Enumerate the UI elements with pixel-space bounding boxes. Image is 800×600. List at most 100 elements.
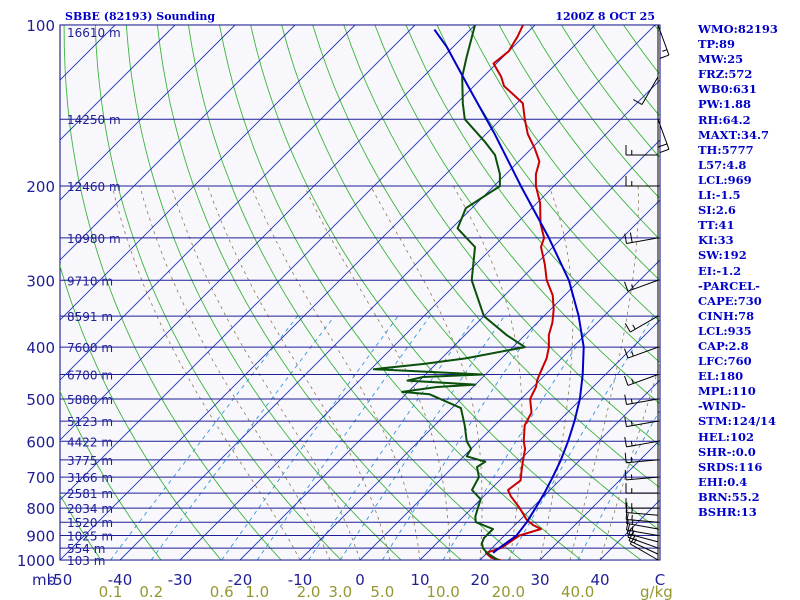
index-line: SI:2.6	[698, 203, 736, 218]
isotherm	[539, 439, 660, 560]
index-line: WMO:82193	[698, 22, 778, 36]
index-line: CAPE:730	[698, 293, 762, 308]
barb-shaft	[626, 237, 659, 244]
wind-barb	[625, 520, 659, 537]
index-line: FRZ:572	[698, 67, 753, 82]
barb-flag	[625, 502, 628, 513]
wind-barb	[625, 498, 658, 509]
wind-barb	[628, 531, 659, 555]
mixing-ratio-line	[339, 315, 505, 560]
barb-flag	[624, 452, 627, 463]
index-line: TH:5777	[698, 142, 754, 157]
mixing-ratio-tick-label: 0.6	[210, 583, 234, 600]
mixing-ratio-line	[150, 315, 335, 560]
height-label: 5123 m	[67, 415, 113, 429]
wind-barb	[624, 232, 659, 244]
mixing-ratio-line	[256, 315, 431, 560]
isobars	[60, 25, 660, 560]
index-line: MAXT:34.7	[698, 127, 769, 142]
parcel-trace	[433, 29, 585, 554]
temperature-tick-label: -30	[168, 571, 193, 589]
barb-shaft	[641, 76, 659, 105]
sounding-profiles	[372, 25, 585, 560]
plot-background	[59, 24, 661, 561]
barb-shaft	[627, 346, 659, 359]
height-label: 14250 m	[67, 113, 121, 127]
index-line: EHI:0.4	[698, 474, 748, 489]
barb-shaft	[627, 279, 659, 292]
index-line: RH:64.2	[698, 112, 751, 127]
chart-title: SBBE (82193) Sounding	[65, 10, 215, 23]
barb-flag	[625, 520, 629, 531]
temperature-tick-label: -40	[108, 571, 133, 589]
index-line: TT:41	[698, 218, 735, 233]
index-line: KI:33	[698, 233, 734, 248]
isotherms	[60, 25, 660, 560]
wind-barb	[625, 176, 658, 187]
barb-shaft	[626, 398, 659, 405]
index-line: L57:4.8	[698, 157, 747, 172]
pressure-tick-label: 700	[26, 469, 55, 487]
height-label: 2034 m	[67, 502, 113, 516]
mixing-ratio-tick-label: 0.1	[99, 583, 123, 600]
barb-flag	[624, 323, 631, 333]
index-line: CAP:2.8	[698, 338, 749, 353]
mixing-ratio-lines	[110, 315, 660, 560]
axis-labels: SBBE (82193) Sounding 1200Z 8 OCT 2510020…	[17, 10, 673, 600]
index-line: MPL:110	[698, 384, 756, 399]
temperature-profile	[484, 25, 555, 560]
index-line: HEL:102	[698, 429, 754, 444]
moist-adiabat	[111, 186, 301, 560]
isotherm	[60, 25, 536, 501]
pressure-tick-label: 900	[26, 528, 55, 546]
height-label: 1025 m	[67, 530, 113, 544]
barb-flag	[626, 523, 631, 534]
height-label: 3775 m	[67, 454, 113, 468]
wind-barb	[624, 469, 659, 481]
wind-barb	[624, 315, 659, 333]
isotherm	[479, 379, 660, 560]
isotherm	[60, 25, 476, 441]
wind-barb	[625, 483, 658, 494]
barb-flag	[662, 49, 668, 52]
wind-barb	[624, 373, 659, 386]
pressure-tick-label: 500	[26, 391, 55, 409]
moist-adiabat	[170, 185, 361, 560]
barb-shaft	[628, 540, 659, 555]
temperature-tick-label: 40	[590, 571, 609, 589]
index-line: SHR-:0.0	[698, 444, 756, 459]
barb-flag	[624, 233, 627, 244]
temperature-tick-label: -10	[288, 571, 313, 589]
barb-flag	[625, 513, 629, 524]
wind-barb	[657, 119, 670, 154]
temperature-tick-label: -20	[228, 571, 253, 589]
barb-flag	[624, 436, 627, 447]
barb-shaft	[626, 529, 659, 537]
height-label: 4422 m	[67, 435, 113, 449]
barb-flag	[659, 54, 670, 59]
index-line: -WIND-	[698, 399, 746, 414]
height-label: 12460 m	[67, 180, 121, 194]
mixing-ratio-tick-label: 20.0	[492, 583, 525, 600]
chart-time: 1200Z 8 OCT 25	[555, 10, 655, 23]
isotherm	[60, 25, 296, 261]
height-label: 16610 m	[67, 26, 121, 40]
index-line: TP:89	[698, 37, 736, 52]
plot-frame	[59, 24, 661, 561]
mixing-ratio-tick-label: 5.0	[370, 583, 394, 600]
mixing-ratio-line	[221, 315, 399, 560]
index-line: SW:192	[698, 248, 747, 263]
temperature-tick-label: 20	[470, 571, 489, 589]
isotherm	[60, 25, 236, 201]
pressure-tick-label: 300	[26, 272, 55, 290]
mixing-ratio-tick-label: 10.0	[426, 583, 459, 600]
index-line: WB0:631	[698, 82, 757, 97]
isotherm	[359, 259, 660, 560]
height-label: 2581 m	[67, 487, 113, 501]
wind-barb	[633, 76, 659, 105]
mixing-ratio-unit-label: g/kg	[640, 583, 673, 600]
mixing-ratio-line	[381, 315, 543, 560]
barb-flag	[624, 416, 627, 427]
